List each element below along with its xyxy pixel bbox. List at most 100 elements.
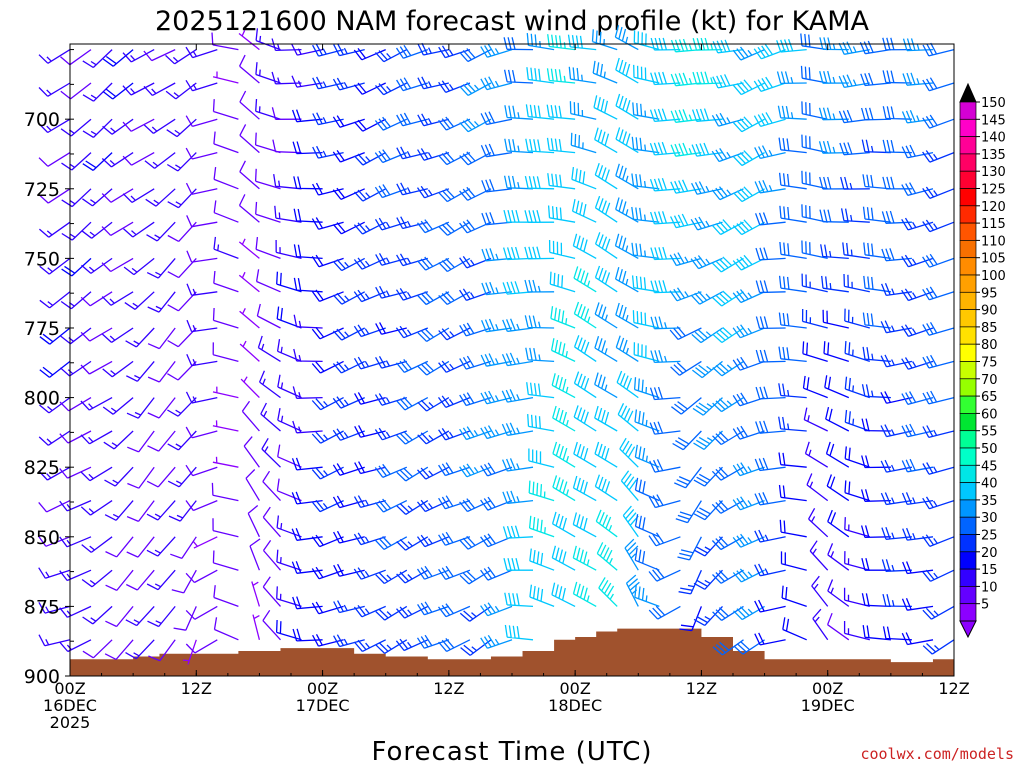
- wind-barb: [502, 318, 534, 333]
- wind-barb: [101, 327, 134, 343]
- wind-barb: [262, 609, 281, 641]
- wind-barb: [732, 254, 765, 271]
- wind-barb: [417, 360, 450, 376]
- wind-barb: [105, 605, 134, 628]
- wind-barb: [779, 519, 807, 538]
- wind-barb: [670, 213, 702, 229]
- wind-barb: [243, 436, 260, 468]
- wind-barb: [732, 356, 765, 371]
- wind-barb: [669, 252, 702, 267]
- wind-barb: [525, 104, 555, 120]
- colorbar-label: 65: [981, 390, 998, 405]
- wind-barb: [615, 127, 639, 154]
- wind-barb: [692, 360, 723, 379]
- wind-barb: [529, 584, 555, 608]
- colorbar-swatch: [959, 534, 977, 553]
- wind-barb: [901, 597, 934, 611]
- wind-barb: [277, 374, 302, 399]
- wind-barb: [212, 456, 239, 468]
- wind-barb: [803, 407, 828, 432]
- wind-barb: [396, 430, 429, 445]
- wind-barb: [693, 605, 723, 626]
- wind-barb: [480, 566, 513, 581]
- wind-barb: [59, 430, 92, 444]
- wind-barb: [634, 548, 660, 571]
- colorbar-label: 10: [981, 580, 998, 595]
- wind-barb: [102, 82, 134, 100]
- wind-barb: [572, 512, 597, 538]
- wind-barb: [122, 188, 155, 203]
- wind-barb: [147, 605, 176, 628]
- wind-barb: [146, 257, 176, 279]
- wind-barb: [648, 494, 681, 509]
- wind-barb: [143, 82, 176, 96]
- wind-barb: [670, 38, 702, 53]
- wind-barb: [186, 354, 218, 367]
- x-tick-label: 12Z: [433, 679, 464, 698]
- wind-barb: [148, 639, 176, 662]
- chart-title: 2025121600 NAM forecast wind profile (kt…: [155, 6, 870, 37]
- wind-barb: [843, 621, 870, 641]
- wind-barb: [781, 585, 807, 608]
- wind-barb: [860, 107, 891, 121]
- wind-barb: [712, 569, 744, 584]
- colorbar-label: 25: [981, 529, 998, 544]
- wind-barb: [311, 601, 344, 615]
- wind-barb: [902, 72, 934, 86]
- wind-barb: [438, 360, 471, 373]
- wind-barb: [690, 216, 723, 231]
- wind-barb: [860, 72, 891, 87]
- wind-barb: [615, 57, 639, 84]
- wind-barb: [480, 43, 513, 58]
- wind-barb: [332, 150, 365, 163]
- wind-barb: [80, 430, 113, 445]
- wind-barb: [167, 221, 197, 242]
- wind-barb: [526, 67, 555, 84]
- wind-barb: [212, 342, 239, 363]
- wind-barb: [843, 587, 870, 608]
- wind-barb: [255, 201, 281, 223]
- wind-barb: [812, 608, 829, 641]
- wind-barb: [501, 422, 534, 437]
- wind-barb: [38, 634, 71, 647]
- x-axis-label: Forecast Time (UTC): [371, 737, 652, 767]
- wind-barb: [594, 302, 618, 329]
- wind-barb: [481, 281, 513, 296]
- wind-barb: [261, 437, 281, 468]
- wind-barb: [753, 112, 786, 128]
- wind-barb: [754, 179, 786, 194]
- wind-barb: [625, 574, 640, 607]
- wind-barb: [826, 474, 850, 502]
- wind-barb: [732, 46, 765, 61]
- wind-barb: [276, 306, 302, 329]
- wind-barb: [693, 569, 723, 590]
- wind-barb: [649, 421, 681, 435]
- wind-barb: [732, 289, 765, 304]
- wind-barb: [902, 561, 934, 575]
- wind-barb: [819, 176, 849, 190]
- colorbar-swatch: [959, 222, 977, 241]
- wind-barb: [104, 500, 134, 521]
- wind-barb: [291, 43, 323, 56]
- colorbar-swatch: [959, 378, 977, 397]
- wind-barb: [504, 138, 534, 154]
- wind-barb: [145, 188, 176, 207]
- wind-barb: [374, 184, 408, 199]
- wind-barb: [239, 308, 260, 329]
- wind-barb: [146, 536, 176, 557]
- wind-barb: [922, 253, 955, 268]
- wind-barb: [480, 143, 513, 158]
- wind-barb: [459, 355, 492, 370]
- colorbar-swatch: [959, 170, 977, 189]
- wind-barb: [416, 565, 450, 580]
- wind-barb: [185, 464, 218, 477]
- wind-barb: [185, 182, 218, 195]
- colorbar-bottom-arrow: [959, 620, 977, 639]
- wind-barb: [880, 459, 913, 473]
- wind-barb: [572, 581, 597, 607]
- wind-barb: [777, 105, 807, 120]
- wind-barb: [691, 108, 723, 122]
- wind-barb: [633, 342, 660, 363]
- wind-barb: [573, 266, 597, 293]
- wind-barb: [417, 113, 450, 127]
